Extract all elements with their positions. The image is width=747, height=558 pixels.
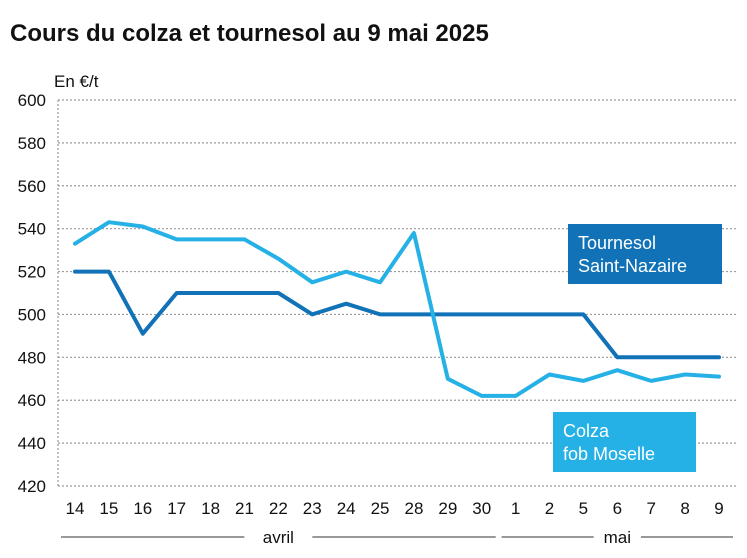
legend-label: Saint-Nazaire	[578, 256, 687, 276]
series-line-2	[73, 220, 721, 398]
y-tick-label: 580	[18, 134, 46, 153]
x-tick-label: 9	[714, 499, 723, 518]
legend-label: Colza	[563, 421, 610, 441]
y-tick-labels: 420 440 460 480 500 520 540 560 580 600	[18, 91, 46, 496]
x-tick-label: 22	[269, 499, 288, 518]
y-tick-label: 540	[18, 220, 46, 239]
y-tick-label: 420	[18, 477, 46, 496]
y-tick-label: 460	[18, 391, 46, 410]
legend-box	[568, 224, 722, 284]
series-lines	[73, 220, 721, 398]
x-tick-label: 14	[66, 499, 85, 518]
legend: Tournesol Saint-Nazaire Colza fob Moselle	[553, 224, 722, 472]
x-tick-label: 6	[613, 499, 622, 518]
x-tick-label: 17	[167, 499, 186, 518]
chart-title: Cours du colza et tournesol au 9 mai 202…	[10, 20, 489, 47]
x-tick-label: 2	[545, 499, 554, 518]
y-tick-label: 480	[18, 348, 46, 367]
legend-box	[553, 412, 696, 472]
x-tick-label: 21	[235, 499, 254, 518]
x-tick-label: 25	[371, 499, 390, 518]
x-tick-label: 7	[646, 499, 655, 518]
x-tick-label: 16	[133, 499, 152, 518]
y-axis-unit: En €/t	[54, 72, 99, 91]
month-label: mai	[604, 528, 631, 547]
x-tick-label: 24	[337, 499, 356, 518]
x-tick-label: 29	[438, 499, 457, 518]
series-line-1	[73, 269, 721, 360]
x-tick-label: 1	[511, 499, 520, 518]
legend-label: fob Moselle	[563, 444, 655, 464]
x-tick-label: 18	[201, 499, 220, 518]
x-tick-label: 15	[99, 499, 118, 518]
x-tick-label: 30	[472, 499, 491, 518]
x-tick-labels: 14 15 16 17 18 21 22 23 24 25 28 29 30 1 2 5 6 7 8 9	[66, 499, 724, 518]
month-labels: avril mai	[61, 528, 733, 547]
x-tick-label: 8	[680, 499, 689, 518]
x-tick-label: 5	[579, 499, 588, 518]
month-label: avril	[263, 528, 294, 547]
y-tick-label: 500	[18, 305, 46, 324]
y-tick-label: 520	[18, 263, 46, 282]
y-tick-label: 560	[18, 177, 46, 196]
x-tick-label: 23	[303, 499, 322, 518]
y-tick-label: 600	[18, 91, 46, 110]
legend-label: Tournesol	[578, 233, 656, 253]
y-tick-label: 440	[18, 434, 46, 453]
x-tick-label: 28	[404, 499, 423, 518]
